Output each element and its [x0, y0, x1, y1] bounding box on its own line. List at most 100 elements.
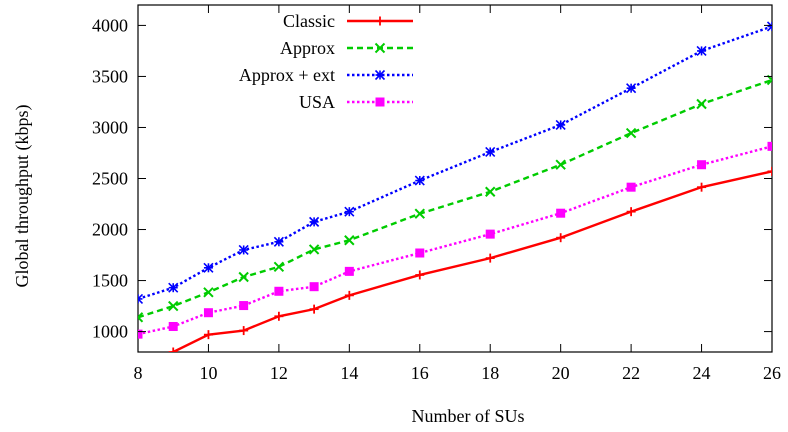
x-tick-label: 26 — [763, 363, 781, 383]
data-point-usa — [168, 321, 178, 331]
data-point-approx-ext-d2 — [203, 262, 214, 273]
legend: Classic Approx Approx + ext USA — [239, 11, 413, 112]
data-point-usa — [274, 286, 284, 296]
data-point-approx-d2 — [273, 261, 285, 272]
plot-area — [137, 4, 773, 353]
data-point-usa-sq — [626, 182, 636, 192]
data-point-usa-sq — [415, 248, 425, 258]
x-tick-label: 22 — [622, 363, 640, 383]
data-point-approx-ext-d2 — [344, 206, 355, 217]
data-point-usa-sq — [697, 160, 707, 170]
data-point-approx-d2 — [138, 312, 144, 319]
data-point-classic — [697, 182, 707, 192]
data-point-approx — [485, 186, 496, 197]
legend-marker-usa — [375, 97, 385, 107]
data-point-classic — [274, 311, 284, 321]
data-point-approx-ext — [309, 216, 320, 227]
plot-border — [137, 4, 773, 353]
y-tick-label: 2500 — [92, 169, 128, 189]
data-point-approx — [766, 74, 772, 86]
data-point-usa — [309, 282, 319, 292]
data-point-approx-ext-d2 — [168, 282, 179, 293]
x-tick-label: 24 — [693, 363, 711, 383]
data-point-classic — [485, 253, 495, 263]
data-point-approx-d2 — [414, 208, 425, 219]
data-point-approx-d2 — [696, 98, 707, 110]
data-point-classic — [767, 166, 772, 176]
data-point-approx-ext — [273, 236, 284, 247]
data-point-approx — [138, 312, 144, 323]
y-tick-label: 2000 — [92, 220, 128, 240]
data-point-approx-d2 — [485, 186, 496, 197]
data-point-approx-ext-d2 — [485, 146, 496, 158]
series-line-usa — [138, 145, 772, 336]
data-point-approx-ext — [626, 83, 637, 94]
data-point-classic — [556, 233, 566, 243]
data-point-approx — [414, 208, 425, 219]
data-point-approx — [555, 159, 566, 170]
data-point-approx-ext — [555, 119, 566, 130]
data-point-approx-ext-d2 — [626, 83, 637, 94]
data-point-usa-sq — [767, 141, 772, 151]
data-point-approx — [308, 244, 320, 255]
x-tick-label: 12 — [270, 363, 288, 383]
data-point-approx — [273, 261, 285, 272]
legend-marker-approx-ext-d2 — [374, 69, 386, 81]
legend-marker-usa-sq — [375, 97, 385, 107]
series-usa — [138, 141, 772, 339]
data-point-usa-sq — [203, 308, 213, 318]
data-point-classic — [239, 326, 249, 336]
data-point-classic — [344, 290, 354, 300]
legend-marker-approx-d2 — [374, 42, 386, 54]
data-point-classic — [309, 304, 319, 314]
series-approx-ext — [138, 21, 772, 304]
data-point-usa-sq — [556, 208, 566, 218]
data-point-usa — [767, 141, 772, 151]
legend-label-approx: Approx — [280, 38, 335, 58]
data-point-approx-d2 — [308, 244, 320, 255]
data-point-approx-ext — [203, 262, 214, 273]
data-point-approx-d1 — [138, 315, 144, 323]
data-point-usa-sq — [309, 282, 319, 292]
data-point-usa — [203, 308, 213, 318]
data-point-usa-sq — [274, 286, 284, 296]
x-axis-label: Number of SUs — [412, 406, 525, 426]
data-point-usa — [485, 229, 495, 239]
data-point-approx-d2 — [766, 78, 772, 86]
ticks-layer: 8 10 12 14 16 18 20 22 24 26 1000 1500 2000 2500 3000 3… — [92, 5, 781, 383]
data-point-approx-ext-d1 — [766, 21, 772, 28]
data-point-approx-ext — [238, 244, 249, 256]
data-point-approx — [168, 300, 179, 312]
data-point-usa-sq — [138, 329, 143, 339]
data-point-approx-d2 — [168, 300, 179, 312]
series-line-approx-ext — [138, 25, 772, 301]
legend-marker-approx — [374, 42, 386, 54]
data-point-approx-ext — [696, 45, 707, 56]
series-line-classic — [169, 170, 772, 352]
data-point-approx-ext-d2 — [138, 293, 144, 301]
data-point-classic — [203, 330, 213, 340]
data-point-usa-sq — [239, 301, 249, 311]
series-approx — [138, 74, 772, 323]
x-tick-label: 20 — [552, 363, 570, 383]
data-point-approx-ext-d1 — [138, 297, 144, 304]
y-tick-label: 1000 — [92, 322, 128, 342]
y-axis-label: Global throughput (kbps) — [12, 105, 33, 288]
data-point-approx-d2 — [555, 159, 566, 170]
data-point-approx — [696, 98, 707, 110]
data-point-approx-ext — [766, 21, 772, 32]
data-point-usa — [556, 208, 566, 218]
y-tick-label: 1500 — [92, 271, 128, 291]
data-point-approx-ext — [168, 282, 179, 293]
data-point-approx — [344, 235, 355, 246]
data-point-usa-sq — [168, 321, 178, 331]
data-point-usa-sq — [485, 229, 495, 239]
data-point-classic — [415, 270, 425, 280]
data-point-approx-ext-d2 — [555, 119, 566, 130]
data-point-usa-sq — [344, 266, 354, 276]
legend-label-approx-ext: Approx + ext — [239, 65, 335, 85]
x-tick-label: 16 — [411, 363, 429, 383]
data-point-approx-ext-d2 — [273, 236, 284, 247]
x-tick-label: 8 — [134, 363, 143, 383]
